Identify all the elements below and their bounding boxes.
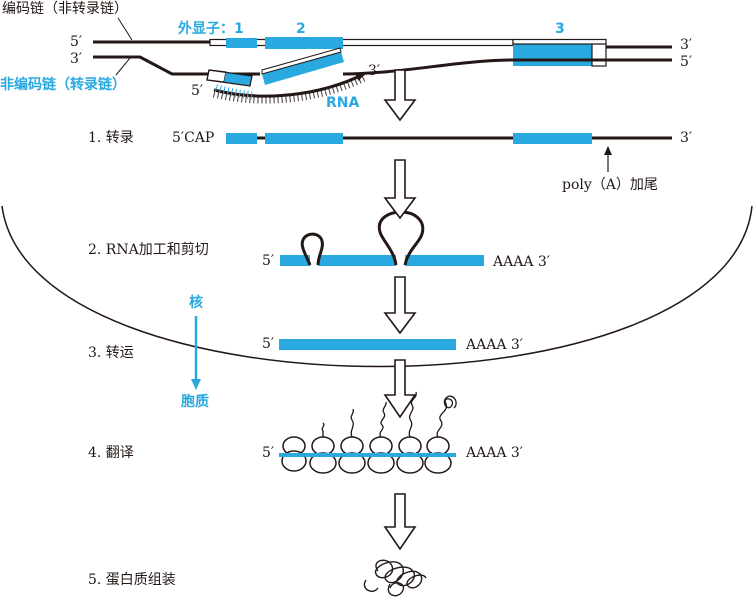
arrow-mature-to-translation — [383, 359, 417, 419]
dna-region — [93, 17, 672, 104]
protein-coil — [363, 559, 427, 597]
pre-mrna-exon-2 — [265, 133, 343, 144]
exon-3-top-box — [512, 38, 607, 45]
exon-3 — [513, 44, 592, 66]
template-exon-2 — [262, 52, 344, 85]
template-exon-1-outline — [206, 69, 253, 87]
arrow-splice-to-mature — [383, 276, 417, 335]
translation-5prime: 5′ — [262, 445, 275, 461]
mature-5prime: 5′ — [262, 336, 275, 352]
rna-label: RNA — [326, 95, 360, 111]
splice-5prime: 5′ — [262, 253, 275, 269]
exon-3-label: 3 — [555, 21, 565, 37]
exon-2 — [265, 37, 343, 49]
splice-exon-1 — [280, 255, 310, 266]
peptide-3 — [350, 408, 355, 438]
rna-hatching — [212, 72, 367, 104]
peptide-6 — [436, 395, 457, 438]
peptide-5 — [408, 391, 417, 438]
template-strand-pointer — [115, 57, 131, 76]
exon-3-end-box — [591, 43, 607, 67]
template-exons — [206, 47, 344, 87]
mature-mrna — [279, 339, 456, 350]
nuclear-envelope — [1, 205, 753, 368]
cytoplasm-label: 胞质 — [181, 394, 209, 410]
nucleus-label: 核 — [189, 295, 203, 311]
peptide-4 — [379, 401, 387, 438]
exon-1 — [226, 38, 257, 48]
translation-polya: AAAA 3′ — [466, 445, 523, 461]
folded-protein — [363, 559, 427, 597]
splice-exon-2 — [318, 255, 396, 266]
pre-mrna-5cap: 5′CAP — [172, 130, 215, 146]
rna-3prime: 3′ — [368, 63, 381, 79]
arrow-premrna-to-splice — [383, 159, 417, 220]
coding-3prime: 3′ — [680, 37, 693, 53]
step-1-label: 1. 转录 — [88, 130, 134, 146]
step-5-label: 5. 蛋白质组装 — [88, 572, 176, 588]
coding-5prime: 5′ — [70, 34, 83, 50]
intron-loop-1 — [300, 232, 324, 266]
template-strand-left — [93, 55, 210, 76]
step-3-label: 3. 转运 — [88, 345, 134, 361]
pre-mrna-3prime: 3′ — [680, 130, 693, 146]
template-exon-2-top — [261, 47, 342, 75]
polypeptide-chains — [321, 391, 457, 438]
coding-strand-pointer — [117, 17, 133, 41]
pre-mrna-exon-1 — [226, 133, 257, 144]
pre-mrna — [226, 133, 672, 172]
step-2-label: 2. RNA加工和剪切 — [88, 242, 209, 258]
splicing — [280, 210, 484, 266]
polya-label: poly（A）加尾 — [562, 177, 658, 193]
splice-polya: AAAA 3′ — [493, 254, 550, 270]
template-3prime: 3′ — [70, 51, 83, 67]
coding-strand-label: 编码链（非转录链） — [2, 1, 128, 17]
mature-polya: AAAA 3′ — [466, 337, 523, 353]
arrow-translation-to-protein — [383, 493, 417, 551]
template-strand-label: 非编码链（转录链） — [0, 77, 126, 93]
template-5prime: 5′ — [680, 54, 693, 70]
arrow-dna-to-premrna — [383, 69, 417, 122]
step-4-label: 4. 翻译 — [88, 445, 134, 461]
exon-2-label: 2 — [296, 21, 306, 37]
pre-mrna-exon-3 — [513, 133, 592, 144]
translation — [279, 391, 457, 474]
flow-arrows — [383, 69, 417, 551]
exons-label: 外显子：1 — [178, 21, 244, 37]
peptide-2 — [321, 422, 325, 437]
splice-exon-3 — [405, 255, 484, 266]
rna-5prime: 5′ — [191, 83, 204, 99]
